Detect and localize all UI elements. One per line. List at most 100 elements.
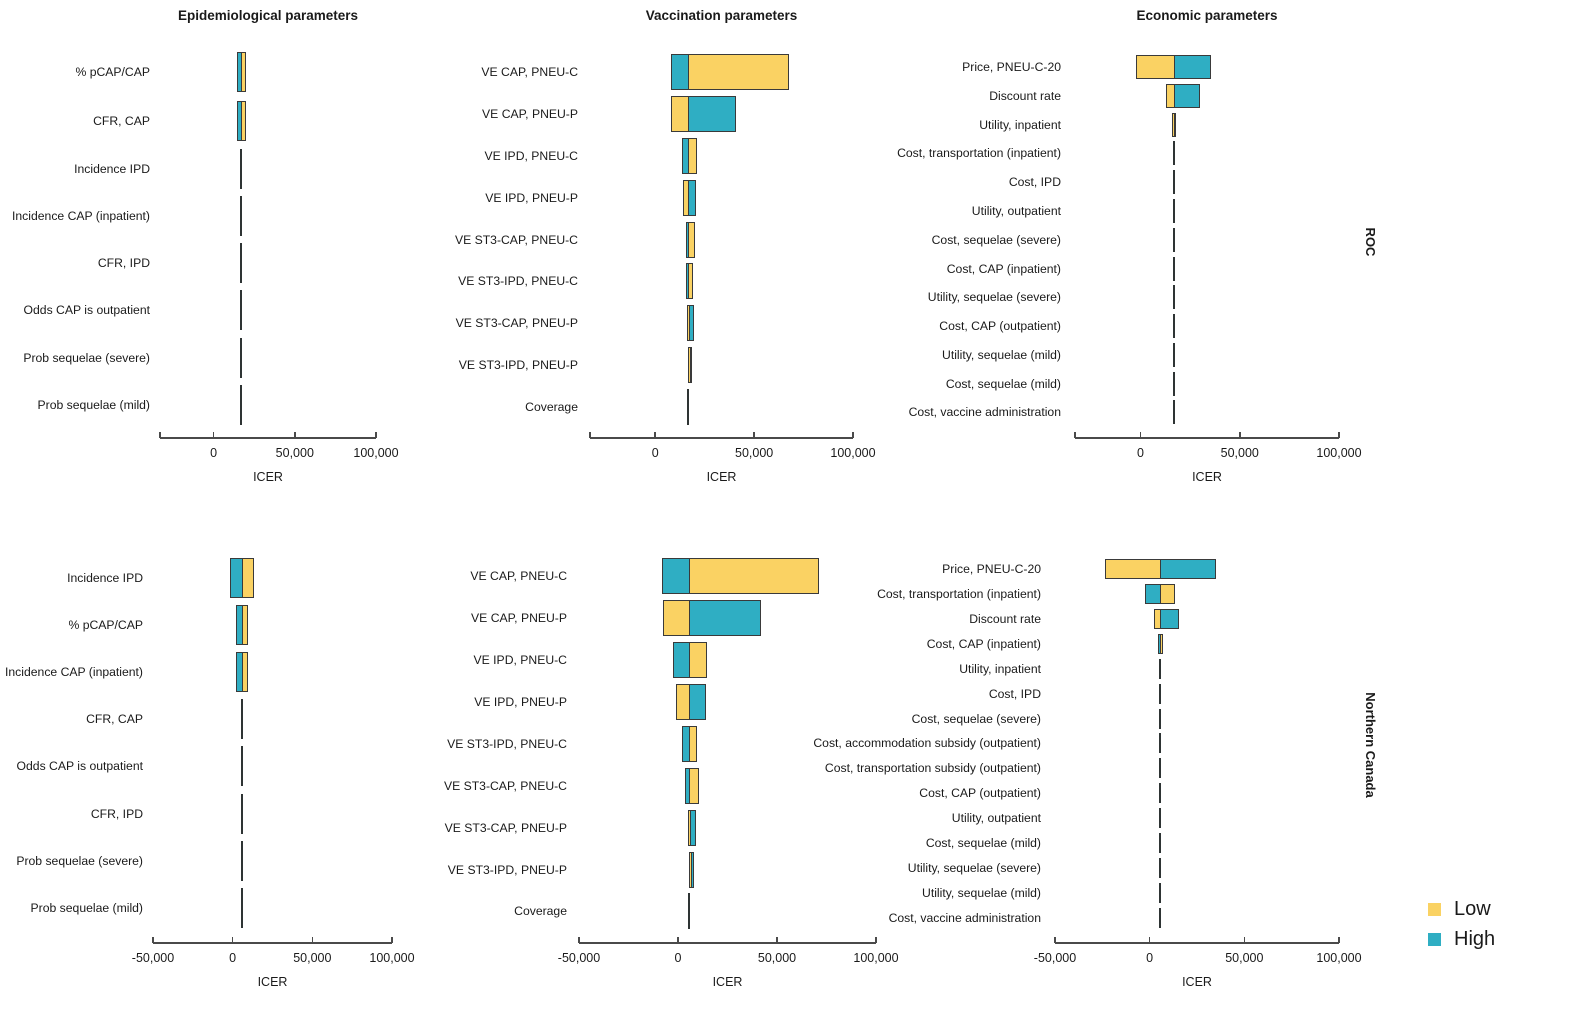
row-label: Prob sequelae (mild)	[30, 901, 143, 915]
row-group-label-roc: ROC	[1363, 227, 1378, 257]
bar-segment-high	[688, 97, 736, 131]
x-axis-title: ICER	[706, 470, 737, 484]
tornado-bar	[1172, 113, 1176, 137]
x-axis-tick-label: -50,000	[557, 951, 601, 965]
bar-segment-high	[237, 653, 242, 691]
row-label: Cost, IPD	[988, 687, 1041, 701]
x-axis-tick	[212, 432, 215, 438]
x-axis-tick	[875, 937, 877, 943]
x-axis-tick-label: 100,000	[1316, 446, 1362, 460]
row-label: Cost, accommodation subsidy (outpatient)	[813, 736, 1041, 750]
bar-segment-high	[1145, 585, 1161, 603]
x-axis-tick-label: 100,000	[353, 446, 399, 460]
bar-segment-high	[674, 643, 690, 677]
row-label: Prob sequelae (severe)	[16, 854, 143, 868]
bar-segment-low	[689, 853, 691, 887]
bar-baseline-mark	[1159, 659, 1162, 679]
bar-segment-high	[690, 811, 696, 845]
row-label: VE IPD, PNEU-P	[485, 191, 578, 205]
bar-segment-high	[689, 685, 705, 719]
bar-baseline-mark	[239, 290, 242, 330]
row-label: Cost, sequelae (mild)	[925, 836, 1041, 850]
bar-segment-low	[240, 102, 245, 140]
x-axis-line	[160, 437, 376, 439]
bar-segment-low	[689, 643, 706, 677]
tornado-bar	[684, 768, 699, 804]
row-label: Cost, sequelae (mild)	[945, 377, 1061, 391]
bar-segment-low	[683, 181, 689, 215]
tornado-bar	[235, 605, 249, 645]
x-axis-tick	[753, 432, 755, 438]
bar-segment-high	[685, 769, 690, 803]
bar-segment-low	[689, 811, 691, 845]
row-label: VE ST3-CAP, PNEU-C	[454, 233, 578, 247]
x-axis-tick-label: 0	[229, 951, 237, 965]
x-axis-tick-label: 0	[1137, 446, 1144, 460]
x-axis-tick-label: 0	[651, 446, 659, 460]
x-axis-tick-label: 0	[210, 446, 218, 460]
bar-baseline-mark	[240, 699, 243, 739]
row-label: CFR, CAP	[86, 712, 143, 726]
x-axis-tick-label: 100,000	[369, 951, 415, 965]
row-label: Cost, CAP (outpatient)	[919, 786, 1041, 800]
bar-segment-low	[664, 601, 690, 635]
bar-baseline-mark	[239, 149, 242, 189]
bar-baseline-mark	[239, 196, 242, 236]
legend: Low High	[1428, 898, 1495, 958]
tornado-bar	[688, 810, 697, 846]
bar-baseline-mark	[1159, 808, 1162, 828]
x-axis-tick	[375, 432, 377, 438]
x-axis-tick	[1054, 937, 1056, 943]
bar-segment-high	[689, 348, 691, 382]
row-label: Utility, outpatient	[951, 811, 1041, 825]
bar-baseline-mark	[1159, 684, 1162, 704]
row-label: Cost, CAP (outpatient)	[939, 319, 1061, 333]
legend-label-high: High	[1454, 928, 1496, 950]
row-label: VE CAP, PNEU-C	[481, 65, 578, 79]
bar-segment-low	[241, 559, 254, 597]
tornado-bar	[682, 180, 696, 216]
row-label: CFR, IPD	[97, 256, 150, 270]
row-label: Cost, transportation (inpatient)	[877, 587, 1041, 601]
tornado-bar	[229, 558, 255, 598]
tornado-bar	[1154, 609, 1180, 629]
x-axis-line	[579, 942, 876, 944]
x-axis-tick-label: 0	[1146, 951, 1154, 965]
row-label: Cost, vaccine administration	[908, 405, 1061, 419]
row-label: VE ST3-IPD, PNEU-P	[447, 863, 567, 877]
row-label: VE ST3-CAP, PNEU-C	[443, 779, 567, 793]
bar-segment-low	[241, 653, 247, 691]
bar-segment-low	[677, 685, 690, 719]
x-axis-tick-label: 100,000	[853, 951, 899, 965]
bar-baseline-mark	[1172, 141, 1175, 165]
bar-baseline-mark	[1172, 314, 1175, 338]
x-axis-tick	[654, 432, 657, 438]
x-axis-tick	[852, 432, 854, 438]
row-label: Cost, transportation subsidy (outpatient…	[824, 761, 1041, 775]
legend-swatch-low	[1428, 903, 1441, 916]
bar-baseline-mark	[1159, 858, 1162, 878]
legend-swatch-high	[1428, 933, 1441, 946]
x-axis-tick	[1139, 432, 1142, 438]
row-label: Incidence CAP (inpatient)	[5, 665, 143, 679]
tornado-bar	[671, 96, 737, 132]
row-label: CFR, CAP	[93, 114, 150, 128]
bar-baseline-mark	[1172, 199, 1175, 223]
x-axis-tick	[1243, 937, 1246, 943]
bar-segment-low	[1166, 85, 1174, 107]
x-axis-tick	[231, 937, 234, 943]
row-label: Discount rate	[989, 89, 1061, 103]
bar-baseline-mark	[239, 338, 242, 378]
x-axis-tick-label: 50,000	[1220, 446, 1259, 460]
bar-baseline-mark	[1159, 758, 1162, 778]
tornado-bar	[676, 684, 706, 720]
bar-segment-low	[688, 139, 697, 173]
row-label: VE ST3-CAP, PNEU-P	[444, 821, 567, 835]
row-label: CFR, IPD	[90, 807, 143, 821]
tornado-bar	[673, 642, 707, 678]
bar-segment-high	[682, 139, 689, 173]
bar-baseline-mark	[240, 841, 243, 881]
x-axis-title: ICER	[1192, 470, 1222, 484]
row-label: VE CAP, PNEU-P	[471, 611, 567, 625]
bar-baseline-mark	[1172, 170, 1175, 194]
